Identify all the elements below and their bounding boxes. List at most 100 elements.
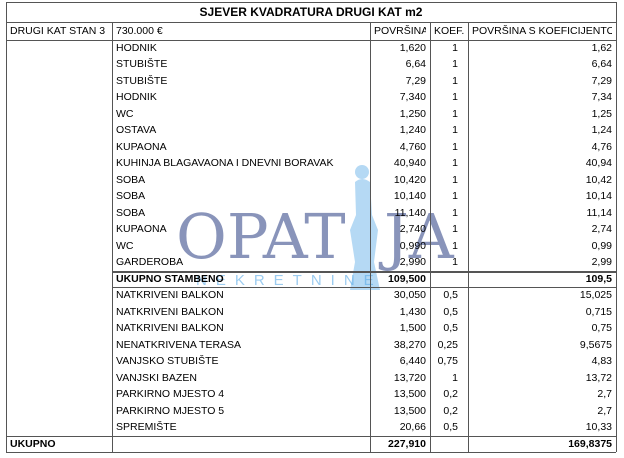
coefficient: 0,2 xyxy=(443,404,458,417)
column-line xyxy=(6,2,7,452)
column-header: DRUGI KAT STAN 3 xyxy=(10,25,106,37)
area-coef: 4,83 xyxy=(591,355,612,367)
coefficient: 1 xyxy=(452,124,458,136)
area: 2,990 xyxy=(399,256,426,268)
coefficient: 1 xyxy=(452,74,458,87)
area: 10,420 xyxy=(393,173,426,186)
coefficient: 0,5 xyxy=(443,305,458,318)
room-name: NATKRIVENI BALKON xyxy=(116,322,224,334)
area: 38,270 xyxy=(393,338,426,351)
watermark-tagline: NEKRETNINE xyxy=(196,272,383,289)
coefficient: 1 xyxy=(452,371,458,384)
area: 30,050 xyxy=(393,289,426,301)
column-line xyxy=(430,22,431,452)
room-name: NENATKRIVENA TERASA xyxy=(116,338,242,351)
room-name: KUPAONA xyxy=(116,140,167,153)
room-name: NATKRIVENI BALKON xyxy=(116,289,224,301)
coefficient: 0,5 xyxy=(443,421,458,433)
area: 1,240 xyxy=(399,124,426,136)
total-area: 227,910 xyxy=(388,437,426,450)
room-name: SOBA xyxy=(116,206,146,219)
total-result: 169,8375 xyxy=(568,437,612,450)
watermark-brand: OPAT xyxy=(176,200,346,273)
area-coef: 15,025 xyxy=(579,289,612,301)
area-coef: 10,14 xyxy=(585,190,612,202)
coefficient: 1 xyxy=(452,223,458,235)
area-coef: 2,74 xyxy=(591,223,612,235)
area-coef: 4,76 xyxy=(591,140,612,153)
coefficient: 1 xyxy=(452,157,458,169)
watermark-brand-end: JA xyxy=(384,200,454,273)
area-coef: 11,14 xyxy=(586,206,613,219)
area: 4,760 xyxy=(399,140,426,153)
area-coef: 10,42 xyxy=(585,173,612,186)
area-coef: 0,75 xyxy=(591,322,612,334)
area: 1,250 xyxy=(399,107,426,120)
area: 1,430 xyxy=(399,305,426,318)
column-line xyxy=(468,22,469,452)
coefficient: 1 xyxy=(452,140,458,153)
room-name: SPREMIŠTE xyxy=(116,421,177,433)
room-name: KUPAONA xyxy=(116,223,167,235)
room-name: GARDEROBA xyxy=(116,256,184,268)
total-label: UKUPNO xyxy=(10,437,56,450)
area: 0,990 xyxy=(399,239,426,252)
row-line xyxy=(6,39,616,41)
room-name: NATKRIVENI BALKON xyxy=(116,305,224,318)
room-name: PARKIRNO MJESTO 4 xyxy=(116,388,225,400)
area: 20,66 xyxy=(399,421,426,433)
coefficient: 1 xyxy=(452,107,458,120)
column-line xyxy=(370,22,371,452)
area: 1,500 xyxy=(399,322,426,334)
subtotal-result: 109,5 xyxy=(585,272,612,285)
area-coef: 0,715 xyxy=(585,305,612,318)
area: 11,140 xyxy=(394,206,426,219)
area-coef: 1,62 xyxy=(591,41,612,54)
table-title: SJEVER KVADRATURA DRUGI KAT m2 xyxy=(199,5,423,19)
area-coef: 40,94 xyxy=(585,157,612,169)
room-name: PARKIRNO MJESTO 5 xyxy=(116,404,225,417)
area-coef: 2,99 xyxy=(591,256,612,268)
area-coef: 2,7 xyxy=(597,404,612,417)
coefficient: 1 xyxy=(452,91,458,103)
coefficient: 1 xyxy=(452,256,458,268)
coefficient: 1 xyxy=(452,173,458,186)
room-name: VANJSKI BAZEN xyxy=(116,371,197,384)
area: 13,500 xyxy=(393,388,426,400)
row-line xyxy=(6,452,616,453)
area-coef: 9,5675 xyxy=(579,338,612,351)
row-line xyxy=(6,22,616,23)
room-name: VANJSKO STUBIŠTE xyxy=(116,355,219,367)
coefficient: 1 xyxy=(452,190,458,202)
column-header: POVRŠINA S KOEFICIJENTOM xyxy=(472,25,612,37)
area: 2,740 xyxy=(399,223,426,235)
coefficient: 1 xyxy=(452,239,458,252)
area-coef: 1,25 xyxy=(591,107,612,120)
row-line xyxy=(6,435,616,437)
coefficient: 0,5 xyxy=(443,289,458,301)
room-name: KUHINJA BLAGAVAONA I DNEVNI BORAVAK xyxy=(116,157,334,169)
area: 13,500 xyxy=(393,404,426,417)
room-name: STUBIŠTE xyxy=(116,74,168,87)
room-name: SOBA xyxy=(116,190,146,202)
area: 10,140 xyxy=(393,190,426,202)
coefficient: 0,75 xyxy=(437,355,458,367)
area: 6,64 xyxy=(405,58,426,70)
room-name: STUBIŠTE xyxy=(116,58,168,70)
coefficient: 0,5 xyxy=(443,322,458,334)
coefficient: 0,25 xyxy=(437,338,458,351)
room-name: WC xyxy=(116,239,134,252)
area: 7,29 xyxy=(405,74,426,87)
area-coef: 13,72 xyxy=(585,371,612,384)
row-line xyxy=(112,270,616,273)
subtotal-area: 109,500 xyxy=(388,272,426,285)
area-coef: 6,64 xyxy=(591,58,612,70)
column-header: POVRŠINA xyxy=(374,25,426,37)
area-coef: 1,24 xyxy=(591,124,612,136)
room-name: WC xyxy=(116,107,134,120)
area-coef: 2,7 xyxy=(597,388,612,400)
room-name: SOBA xyxy=(116,173,146,186)
row-line xyxy=(112,287,616,288)
room-name: HODNIK xyxy=(116,41,157,54)
